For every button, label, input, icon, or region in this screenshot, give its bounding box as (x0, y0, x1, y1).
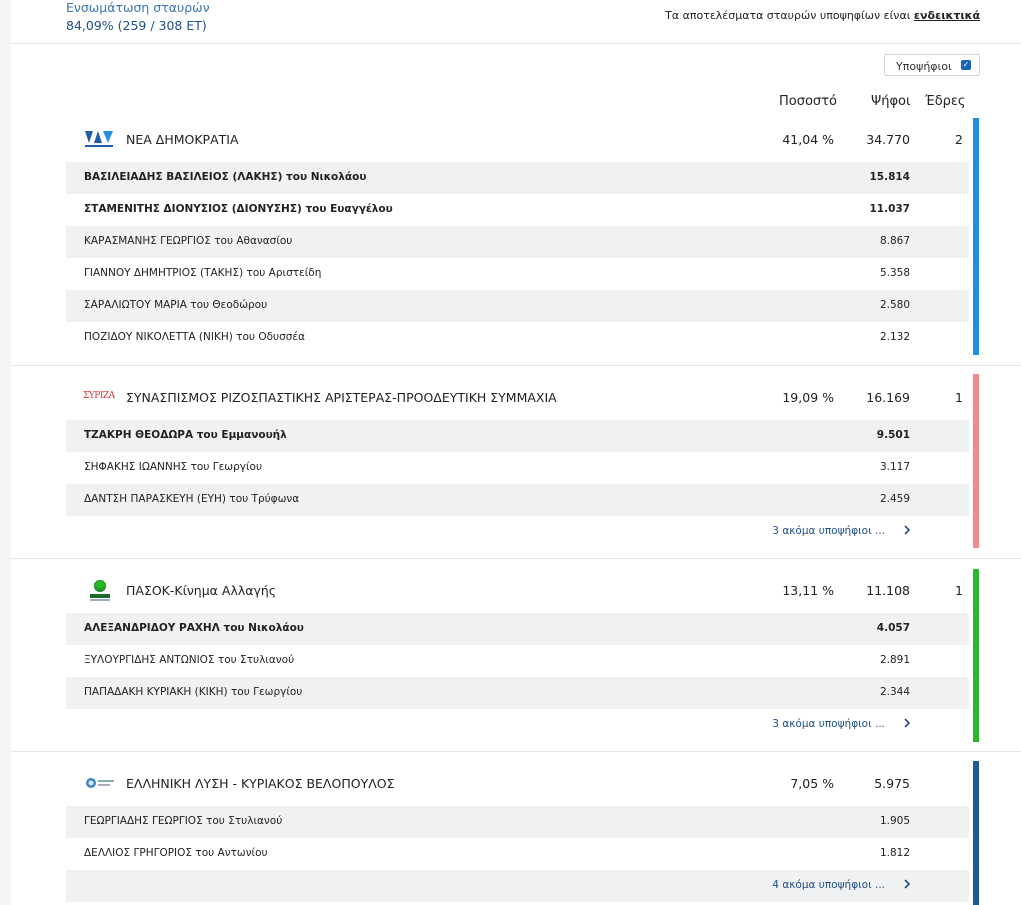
elliniki-lysi-logo-icon (83, 771, 119, 795)
more-candidates-row[interactable]: 3 ακόμα υποψήφιοι ... (66, 516, 969, 548)
candidate-row: ΑΛΕΞΑΝΔΡΙΔΟΥ ΡΑΧΗΛ του Νικολάου 4.057 (66, 613, 969, 645)
candidate-votes: 9.501 (876, 429, 910, 441)
candidate-name: ΠΑΠΑΔΑΚΗ ΚΥΡΙΑΚΗ (ΚΙΚΗ) του Γεωργίου (84, 686, 303, 698)
candidate-votes: 8.867 (879, 235, 910, 247)
candidate-row: ΣΑΡΑΛΙΩΤΟΥ ΜΑΡΙΑ του Θεοδώρου 2.580 (66, 290, 969, 322)
party-votes: 5.975 (874, 776, 910, 791)
candidate-name: ΔΕΛΛΙΟΣ ΓΡΗΓΟΡΙΟΣ του Αντωνίου (84, 847, 268, 859)
candidate-row: ΓΕΩΡΓΙΑΔΗΣ ΓΕΩΡΓΙΟΣ του Στυλιανού 1.905 (66, 806, 969, 838)
candidate-votes: 2.891 (879, 654, 910, 666)
candidate-row: ΚΑΡΑΣΜΑΝΗΣ ΓΕΩΡΓΙΟΣ του Αθανασίου 8.867 (66, 226, 969, 258)
syriza-logo-icon: ΣΥΡΙΖΑ (83, 385, 119, 409)
candidate-name: ΓΙΑΝΝΟΥ ΔΗΜΗΤΡΙΟΣ (ΤΑΚΗΣ) του Αριστείδη (84, 267, 322, 279)
candidate-name: ΔΑΝΤΣΗ ΠΑΡΑΣΚΕΥΗ (ΕΥΗ) του Τρύφωνα (84, 493, 300, 505)
party-seats: 1 (955, 390, 963, 405)
candidate-row: ΤΖΑΚΡΗ ΘΕΟΔΩΡΑ του Εμμανουήλ 9.501 (66, 420, 969, 452)
nd-logo-icon (83, 127, 119, 151)
candidate-votes: 4.057 (876, 622, 910, 634)
notice-text: Τα αποτελέσματα σταυρών υποψηφίων είναι (665, 9, 911, 22)
integration-label: Ενσωμάτωση σταυρών (66, 0, 210, 15)
party-divider (11, 558, 1021, 559)
candidate-row: ΣΤΑΜΕΝΙΤΗΣ ΔΙΟΝΥΣΙΟΣ (ΔΙΟΝΥΣΗΣ) του Ευαγ… (66, 194, 969, 226)
column-header-percent: Ποσοστό (779, 94, 837, 109)
candidate-name: ΠΟΖΙΔΟΥ ΝΙΚΟΛΕΤΤΑ (ΝΙΚΗ) του Οδυσσέα (84, 331, 306, 343)
candidate-votes: 11.037 (869, 203, 910, 215)
candidate-row: ΔΑΝΤΣΗ ΠΑΡΑΣΚΕΥΗ (ΕΥΗ) του Τρύφωνα 2.459 (66, 484, 969, 516)
more-candidates-link[interactable]: 3 ακόμα υποψήφιοι ... (772, 718, 885, 730)
party-percent: 13,11 % (782, 583, 834, 598)
candidate-row: ΠΑΠΑΔΑΚΗ ΚΥΡΙΑΚΗ (ΚΙΚΗ) του Γεωργίου 2.34… (66, 677, 969, 709)
candidate-name: ΣΤΑΜΕΝΙΤΗΣ ΔΙΟΝΥΣΙΟΣ (ΔΙΟΝΥΣΗΣ) του Ευαγ… (84, 203, 393, 215)
candidate-votes: 2.132 (879, 331, 910, 343)
party-name: ΣΥΝΑΣΠΙΣΜΟΣ ΡΙΖΟΣΠΑΣΤΙΚΗΣ ΑΡΙΣΤΕΡΑΣ-ΠΡΟΟ… (126, 390, 557, 405)
candidate-votes: 1.812 (879, 847, 910, 859)
candidate-votes: 1.905 (879, 815, 910, 827)
party-row[interactable]: ΕΛΛΗΝΙΚΗ ΛΥΣΗ - ΚΥΡΙΑΚΟΣ ΒΕΛΟΠΟΥΛΟΣ 7,05 … (66, 762, 969, 806)
integration-value: 84,09% (259 / 308 ΕΤ) (66, 18, 207, 33)
party-color-bar (973, 761, 979, 905)
candidate-row: ΣΗΦΑΚΗΣ ΙΩΑΝΝΗΣ του Γεωργίου 3.117 (66, 452, 969, 484)
party-color-bar (973, 118, 979, 355)
candidates-toggle[interactable]: Υποψήφιοι ✓ (884, 54, 980, 76)
party-color-bar (973, 569, 979, 742)
candidate-votes: 2.344 (879, 686, 910, 698)
candidates-checkbox[interactable]: ✓ (961, 60, 971, 70)
party-name: ΕΛΛΗΝΙΚΗ ΛΥΣΗ - ΚΥΡΙΑΚΟΣ ΒΕΛΟΠΟΥΛΟΣ (126, 776, 395, 791)
candidate-name: ΤΖΑΚΡΗ ΘΕΟΔΩΡΑ του Εμμανουήλ (84, 429, 287, 441)
indicative-link[interactable]: ενδεικτικά (913, 9, 980, 22)
party-divider (11, 365, 1021, 366)
party-color-bar (973, 374, 979, 548)
party-percent: 7,05 % (790, 776, 834, 791)
pasok-logo-icon (83, 578, 119, 602)
column-header-seats: Έδρες (925, 94, 966, 109)
candidate-votes: 15.814 (869, 171, 910, 183)
party-seats: 1 (955, 583, 963, 598)
chevron-right-icon[interactable] (902, 877, 914, 893)
column-header-votes: Ψήφοι (871, 94, 911, 109)
party-name: ΠΑΣΟΚ-Κίνημα Αλλαγής (126, 583, 277, 598)
indicative-notice: Τα αποτελέσματα σταυρών υποψηφίων είναι … (665, 9, 980, 22)
party-percent: 19,09 % (782, 390, 834, 405)
more-candidates-link[interactable]: 4 ακόμα υποψήφιοι ... (772, 879, 885, 891)
candidate-name: ΞΥΛΟΥΡΓΙΔΗΣ ΑΝΤΩΝΙΟΣ του Στυλιανού (84, 654, 295, 666)
party-votes: 34.770 (866, 132, 910, 147)
syriza-logo-text: ΣΥΡΙΖΑ (83, 391, 115, 401)
candidate-votes: 5.358 (879, 267, 910, 279)
results-header: Ενσωμάτωση σταυρών 84,09% (259 / 308 ΕΤ)… (11, 0, 1021, 44)
candidate-votes: 2.459 (879, 493, 910, 505)
party-votes: 11.108 (866, 583, 910, 598)
candidate-name: ΚΑΡΑΣΜΑΝΗΣ ΓΕΩΡΓΙΟΣ του Αθανασίου (84, 235, 293, 247)
party-percent: 41,04 % (782, 132, 834, 147)
party-row[interactable]: ΣΥΡΙΖΑ ΣΥΝΑΣΠΙΣΜΟΣ ΡΙΖΟΣΠΑΣΤΙΚΗΣ ΑΡΙΣΤΕΡΑ… (66, 376, 969, 420)
candidate-name: ΣΗΦΑΚΗΣ ΙΩΑΝΝΗΣ του Γεωργίου (84, 461, 263, 473)
candidate-row: ΔΕΛΛΙΟΣ ΓΡΗΓΟΡΙΟΣ του Αντωνίου 1.812 (66, 838, 969, 870)
party-row[interactable]: ΝΕΑ ΔΗΜΟΚΡΑΤΙΑ 41,04 % 34.770 2 (66, 118, 969, 162)
candidate-row: ΓΙΑΝΝΟΥ ΔΗΜΗΤΡΙΟΣ (ΤΑΚΗΣ) του Αριστείδη 5… (66, 258, 969, 290)
chevron-right-icon[interactable] (902, 523, 914, 539)
chevron-right-icon[interactable] (902, 716, 914, 732)
party-seats: 2 (955, 132, 963, 147)
candidate-row: ΒΑΣΙΛΕΙΑΔΗΣ ΒΑΣΙΛΕΙΟΣ (ΛΑΚΗΣ) του Νικολά… (66, 162, 969, 194)
results-page: Ενσωμάτωση σταυρών 84,09% (259 / 308 ΕΤ)… (11, 0, 1021, 905)
more-candidates-link[interactable]: 3 ακόμα υποψήφιοι ... (772, 525, 885, 537)
candidate-votes: 2.580 (879, 299, 910, 311)
party-name: ΝΕΑ ΔΗΜΟΚΡΑΤΙΑ (126, 132, 239, 147)
candidate-row: ΠΟΖΙΔΟΥ ΝΙΚΟΛΕΤΤΑ (ΝΙΚΗ) του Οδυσσέα 2.13… (66, 322, 969, 354)
candidate-name: ΑΛΕΞΑΝΔΡΙΔΟΥ ΡΑΧΗΛ του Νικολάου (84, 622, 304, 634)
party-row[interactable]: ΠΑΣΟΚ-Κίνημα Αλλαγής 13,11 % 11.108 1 (66, 569, 969, 613)
candidate-name: ΒΑΣΙΛΕΙΑΔΗΣ ΒΑΣΙΛΕΙΟΣ (ΛΑΚΗΣ) του Νικολά… (84, 171, 367, 183)
candidate-name: ΓΕΩΡΓΙΑΔΗΣ ΓΕΩΡΓΙΟΣ του Στυλιανού (84, 815, 283, 827)
more-candidates-row[interactable]: 4 ακόμα υποψήφιοι ... (66, 870, 969, 902)
party-divider (11, 751, 1021, 752)
candidates-toggle-label: Υποψήφιοι (896, 60, 952, 73)
party-votes: 16.169 (866, 390, 910, 405)
candidate-row: ΞΥΛΟΥΡΓΙΔΗΣ ΑΝΤΩΝΙΟΣ του Στυλιανού 2.891 (66, 645, 969, 677)
candidate-name: ΣΑΡΑΛΙΩΤΟΥ ΜΑΡΙΑ του Θεοδώρου (84, 299, 268, 311)
more-candidates-row[interactable]: 3 ακόμα υποψήφιοι ... (66, 709, 969, 741)
candidate-votes: 3.117 (879, 461, 910, 473)
